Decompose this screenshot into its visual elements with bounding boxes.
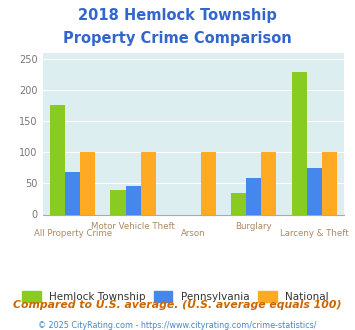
- Bar: [141, 152, 156, 214]
- Text: Larceny & Theft: Larceny & Theft: [280, 229, 349, 239]
- Bar: [231, 193, 246, 215]
- Text: Arson: Arson: [181, 229, 206, 239]
- Bar: [201, 152, 216, 214]
- Text: Property Crime Comparison: Property Crime Comparison: [63, 31, 292, 46]
- Bar: [261, 152, 277, 214]
- Bar: [50, 105, 65, 214]
- Bar: [291, 72, 307, 215]
- Text: Compared to U.S. average. (U.S. average equals 100): Compared to U.S. average. (U.S. average …: [13, 300, 342, 310]
- Text: All Property Crime: All Property Crime: [34, 229, 112, 239]
- Text: © 2025 CityRating.com - https://www.cityrating.com/crime-statistics/: © 2025 CityRating.com - https://www.city…: [38, 321, 317, 330]
- Bar: [110, 190, 126, 214]
- Bar: [246, 179, 261, 214]
- Bar: [80, 152, 95, 214]
- Text: 2018 Hemlock Township: 2018 Hemlock Township: [78, 8, 277, 23]
- Bar: [126, 186, 141, 215]
- Bar: [65, 172, 80, 215]
- Text: Motor Vehicle Theft: Motor Vehicle Theft: [91, 222, 175, 231]
- Legend: Hemlock Township, Pennsylvania, National: Hemlock Township, Pennsylvania, National: [18, 287, 333, 306]
- Bar: [307, 168, 322, 214]
- Bar: [322, 152, 337, 214]
- Text: Burglary: Burglary: [235, 222, 272, 231]
